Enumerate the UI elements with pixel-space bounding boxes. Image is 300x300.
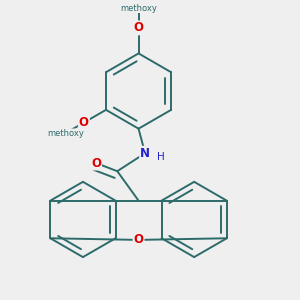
Text: methoxy: methoxy — [47, 129, 84, 138]
Text: N: N — [140, 147, 150, 160]
Text: methoxy: methoxy — [120, 4, 157, 13]
Text: O: O — [134, 233, 143, 246]
Text: O: O — [91, 157, 101, 169]
Text: H: H — [157, 152, 165, 162]
Text: O: O — [134, 21, 143, 34]
Text: O: O — [79, 116, 89, 129]
